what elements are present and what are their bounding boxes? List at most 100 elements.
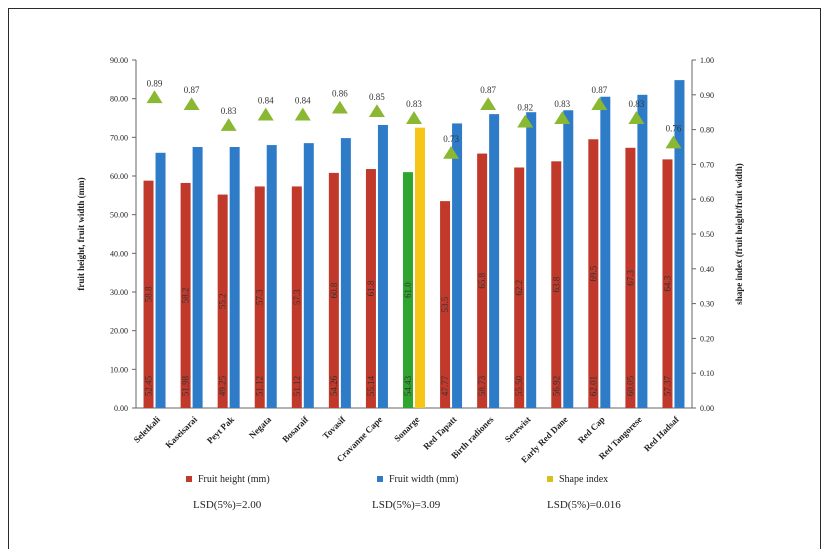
width-bar xyxy=(674,80,685,409)
left-tick-label: 40.00 xyxy=(110,249,128,258)
width-bar xyxy=(526,112,537,408)
width-bar xyxy=(303,143,314,408)
shape-index-marker xyxy=(480,97,497,111)
height-inner-label: 63.8 xyxy=(551,276,561,292)
category-label: Serewist xyxy=(503,414,533,444)
height-bottom-label: 47.77 xyxy=(440,375,450,396)
height-bar xyxy=(662,159,673,408)
height-bottom-label: 55.14 xyxy=(366,375,376,396)
height-inner-label: 57.3 xyxy=(292,289,302,305)
height-bottom-label: 51.98 xyxy=(181,375,191,396)
height-bottom-label: 62.01 xyxy=(588,376,598,396)
shape-index-label: 0.87 xyxy=(591,85,607,95)
height-bar xyxy=(180,182,191,408)
right-tick-label: 0.80 xyxy=(700,126,714,135)
shape-index-label: 0.87 xyxy=(184,85,200,95)
left-tick-label: 0.00 xyxy=(114,404,128,413)
right-tick-label: 0.10 xyxy=(700,369,714,378)
shape-index-marker xyxy=(554,111,571,124)
shape-index-marker xyxy=(331,100,348,114)
left-tick-label: 50.00 xyxy=(110,211,128,220)
category-label: Peyt Pak xyxy=(205,414,236,445)
height-bottom-label: 57.37 xyxy=(662,375,672,396)
height-bottom-label: 60.05 xyxy=(625,375,635,396)
height-bottom-label: 54.43 xyxy=(403,375,413,396)
left-tick-label: 20.00 xyxy=(110,327,128,336)
height-inner-label: 53.5 xyxy=(440,296,450,312)
shape-index-label: 0.84 xyxy=(258,96,274,106)
width-bar xyxy=(563,110,574,409)
lsd-label: LSD(5%)=3.09 xyxy=(372,499,441,511)
shape-index-label: 0.83 xyxy=(406,99,422,109)
left-tick-label: 60.00 xyxy=(110,172,128,181)
shape-index-label: 0.86 xyxy=(332,89,348,99)
shape-index-label: 0.85 xyxy=(369,92,385,102)
legend-swatch xyxy=(377,476,383,482)
height-bar xyxy=(254,186,265,408)
height-inner-label: 61.8 xyxy=(366,280,376,296)
height-bottom-label: 51.12 xyxy=(292,376,302,396)
shape-index-label: 0.89 xyxy=(147,78,163,88)
shape-index-label: 0.87 xyxy=(480,85,496,95)
width-bar xyxy=(266,145,277,409)
category-label: Kaseisarai xyxy=(163,414,199,450)
width-bar xyxy=(415,127,425,409)
category-label: Red Cap xyxy=(576,414,607,445)
category-label: Tovasif xyxy=(321,414,348,441)
height-inner-label: 64.3 xyxy=(662,275,672,291)
category-label: Red Tapatt xyxy=(421,414,458,451)
lsd-label: LSD(5%)=0.016 xyxy=(547,499,621,511)
shape-index-label: 0.84 xyxy=(295,96,311,106)
legend-label: Shape index xyxy=(559,474,608,485)
height-inner-label: 57.3 xyxy=(255,289,265,305)
shape-index-label: 0.83 xyxy=(221,106,237,116)
height-inner-label: 58.2 xyxy=(181,288,191,304)
height-bar xyxy=(217,194,228,408)
shape-index-label: 0.83 xyxy=(629,99,645,109)
height-inner-label: 58.8 xyxy=(144,286,154,302)
height-bar xyxy=(403,172,413,408)
height-inner-label: 65.8 xyxy=(477,272,487,288)
height-inner-label: 62.2 xyxy=(514,280,524,296)
height-bar xyxy=(551,161,562,408)
height-bar xyxy=(328,172,339,408)
legend-label: Fruit height (mm) xyxy=(198,474,270,485)
right-tick-label: 0.60 xyxy=(700,195,714,204)
category-label: Seletkali xyxy=(132,414,163,445)
height-inner-label: 69.5 xyxy=(588,265,598,281)
shape-index-label: 0.82 xyxy=(517,103,533,113)
left-axis-title: fruit height, fruit width (mm) xyxy=(76,177,86,290)
height-bottom-label: 54.26 xyxy=(329,375,339,396)
height-bottom-label: 52.45 xyxy=(144,375,154,396)
right-tick-label: 0.50 xyxy=(700,230,714,239)
height-bar xyxy=(143,180,154,408)
shape-index-marker xyxy=(220,118,237,131)
shape-index-marker xyxy=(146,90,163,104)
width-bar xyxy=(229,147,240,408)
shape-index-marker xyxy=(628,111,645,124)
height-bar xyxy=(440,201,451,408)
shape-index-label: 0.73 xyxy=(443,134,459,144)
width-bar xyxy=(637,94,648,409)
shape-index-marker xyxy=(294,107,311,121)
left-tick-label: 10.00 xyxy=(110,365,128,374)
shape-index-marker xyxy=(368,104,385,117)
width-bar xyxy=(600,96,611,408)
width-bar xyxy=(340,138,351,408)
height-inner-label: 61.0 xyxy=(403,282,413,298)
shape-index-marker xyxy=(257,107,274,121)
right-tick-label: 0.70 xyxy=(700,160,714,169)
category-label: Sonarge xyxy=(392,414,421,443)
height-bottom-label: 55.50 xyxy=(514,375,524,396)
right-axis-title: shape index (fruit height/fruit width) xyxy=(734,163,744,305)
left-tick-label: 90.00 xyxy=(110,56,128,65)
category-label: Bosaraif xyxy=(280,414,311,445)
width-bar xyxy=(155,152,166,408)
width-bar xyxy=(377,124,388,409)
left-tick-label: 70.00 xyxy=(110,133,128,142)
shape-index-marker xyxy=(591,97,608,111)
shape-index-marker xyxy=(443,145,460,159)
right-tick-label: 0.90 xyxy=(700,91,714,100)
shape-index-marker xyxy=(665,135,682,149)
